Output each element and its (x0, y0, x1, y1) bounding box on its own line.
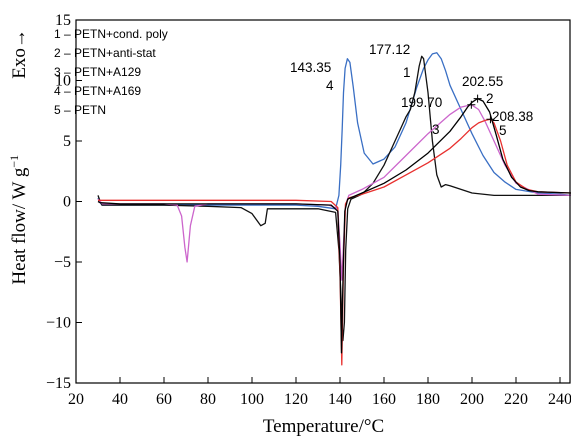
x-axis-title: Temperature/°C (263, 416, 384, 436)
exo-label: Exo→ (9, 29, 30, 79)
x-tick-label: 20 (68, 391, 84, 408)
peak-label-177-12: 177.12 (369, 42, 410, 57)
y-tick-label: −10 (46, 315, 71, 332)
x-tick-label: 120 (284, 391, 308, 408)
curve-numbers: 4 1 2 3 5 (326, 65, 507, 138)
legend-entry-1: 1 – PETN+cond. poly (54, 27, 168, 41)
x-tick-label: 60 (156, 391, 172, 408)
peak-marker (486, 115, 495, 124)
y-tick-label: 0 (63, 194, 71, 211)
peak-marker (473, 94, 482, 103)
curve-number-3: 3 (432, 122, 440, 137)
y-axis-title: Heat flow/ W g−1 (7, 155, 30, 285)
series-curve-1 (97, 55, 571, 342)
ticks-layer: 20 40 60 80 100 120 140 160 180 200 220 240−15−10−5… (46, 12, 571, 408)
peak-marker (467, 100, 476, 109)
peak-label-143-35: 143.35 (290, 60, 331, 75)
legend-entry-5: 5 – PETN (54, 103, 106, 117)
curve-number-4: 4 (326, 78, 334, 93)
peak-label-202-55: 202.55 (462, 74, 503, 89)
series-curve-4 (97, 52, 571, 210)
y-tick-label: 10 (55, 73, 71, 90)
curve-number-2: 2 (486, 91, 494, 106)
y-axis-title-main: Heat flow/ W g (9, 167, 30, 284)
x-tick-label: 40 (112, 391, 128, 408)
svg-text:Heat flow/ W g−1: Heat flow/ W g−1 (7, 155, 30, 285)
x-tick-label: 200 (460, 391, 484, 408)
curve-number-1: 1 (403, 65, 411, 80)
y-tick-label: −5 (54, 254, 71, 271)
series-layer (97, 52, 571, 366)
peak-label-208-38: 208.38 (492, 109, 533, 124)
x-tick-label: 160 (372, 391, 396, 408)
y-tick-label: 5 (63, 133, 71, 150)
x-tick-label: 240 (548, 391, 571, 408)
x-tick-label: 140 (328, 391, 352, 408)
legend-entry-4: 4 – PETN+A169 (54, 84, 141, 98)
legend: 1 – PETN+cond. poly 2 – PETN+anti-stat 3… (54, 27, 168, 117)
curve-number-5: 5 (499, 123, 507, 138)
y-tick-label: 15 (55, 12, 71, 29)
series-curve-3 (97, 104, 571, 281)
peak-label-199-70: 199.70 (401, 95, 442, 110)
y-axis-title-superscript: −1 (7, 155, 21, 168)
legend-entry-2: 2 – PETN+anti-stat (54, 46, 156, 60)
x-tick-label: 80 (200, 391, 216, 408)
series-curve-5 (98, 118, 571, 366)
x-tick-label: 220 (504, 391, 528, 408)
legend-entry-3: 3 – PETN+A129 (54, 65, 141, 79)
peak-labels: 143.35 177.12 202.55 199.70 208.38 (290, 42, 533, 124)
y-tick-label: −15 (46, 375, 71, 392)
series-curve-2 (97, 97, 571, 354)
x-tick-label: 100 (240, 391, 264, 408)
x-tick-label: 180 (416, 391, 440, 408)
